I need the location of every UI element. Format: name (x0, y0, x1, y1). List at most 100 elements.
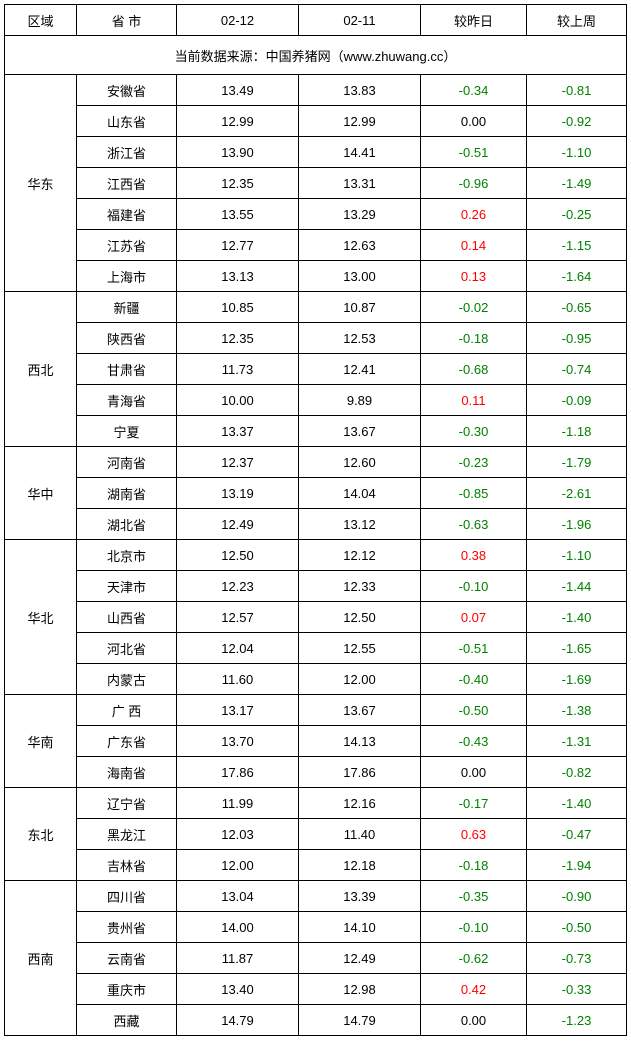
value-vs-lastweek: -1.40 (527, 602, 627, 633)
header-vs-yesterday: 较昨日 (421, 5, 527, 36)
value-vs-yesterday: 0.11 (421, 385, 527, 416)
value-date2: 12.33 (299, 571, 421, 602)
province-cell: 四川省 (77, 881, 177, 912)
value-vs-lastweek: -2.61 (527, 478, 627, 509)
province-cell: 安徽省 (77, 75, 177, 106)
source-text: 当前数据来源：中国养猪网（www.zhuwang.cc） (5, 36, 627, 75)
table-row: 山西省12.5712.500.07-1.40 (5, 602, 627, 633)
value-date2: 12.12 (299, 540, 421, 571)
province-cell: 新疆 (77, 292, 177, 323)
province-cell: 陕西省 (77, 323, 177, 354)
value-vs-yesterday: -0.51 (421, 137, 527, 168)
table-row: 海南省17.8617.860.00-0.82 (5, 757, 627, 788)
value-vs-yesterday: -0.62 (421, 943, 527, 974)
value-vs-lastweek: -1.15 (527, 230, 627, 261)
value-date2: 12.53 (299, 323, 421, 354)
table-row: 陕西省12.3512.53-0.18-0.95 (5, 323, 627, 354)
table-row: 宁夏13.3713.67-0.30-1.18 (5, 416, 627, 447)
table-row: 福建省13.5513.290.26-0.25 (5, 199, 627, 230)
table-row: 山东省12.9912.990.00-0.92 (5, 106, 627, 137)
value-vs-lastweek: -0.90 (527, 881, 627, 912)
province-cell: 江苏省 (77, 230, 177, 261)
province-cell: 云南省 (77, 943, 177, 974)
value-vs-lastweek: -1.79 (527, 447, 627, 478)
table-row: 河北省12.0412.55-0.51-1.65 (5, 633, 627, 664)
value-date2: 17.86 (299, 757, 421, 788)
province-cell: 贵州省 (77, 912, 177, 943)
value-date1: 13.49 (177, 75, 299, 106)
value-vs-yesterday: 0.42 (421, 974, 527, 1005)
province-cell: 黑龙江 (77, 819, 177, 850)
table-row: 西藏14.7914.790.00-1.23 (5, 1005, 627, 1036)
value-date1: 10.85 (177, 292, 299, 323)
value-vs-yesterday: 0.38 (421, 540, 527, 571)
table-row: 青海省10.009.890.11-0.09 (5, 385, 627, 416)
value-date2: 12.50 (299, 602, 421, 633)
value-vs-yesterday: 0.07 (421, 602, 527, 633)
value-date1: 13.17 (177, 695, 299, 726)
value-date1: 11.99 (177, 788, 299, 819)
value-date2: 14.10 (299, 912, 421, 943)
value-date2: 12.60 (299, 447, 421, 478)
region-cell: 华北 (5, 540, 77, 695)
value-date1: 11.73 (177, 354, 299, 385)
value-vs-yesterday: 0.00 (421, 106, 527, 137)
table-row: 吉林省12.0012.18-0.18-1.94 (5, 850, 627, 881)
value-date2: 13.39 (299, 881, 421, 912)
header-region: 区域 (5, 5, 77, 36)
value-date1: 10.00 (177, 385, 299, 416)
value-date1: 13.04 (177, 881, 299, 912)
value-vs-yesterday: -0.17 (421, 788, 527, 819)
value-date1: 13.37 (177, 416, 299, 447)
value-date2: 12.16 (299, 788, 421, 819)
province-cell: 西藏 (77, 1005, 177, 1036)
value-date1: 14.00 (177, 912, 299, 943)
province-cell: 福建省 (77, 199, 177, 230)
price-table: 区域 省 市 02-12 02-11 较昨日 较上周 当前数据来源：中国养猪网（… (4, 4, 627, 1036)
value-vs-yesterday: -0.10 (421, 912, 527, 943)
value-date1: 12.35 (177, 168, 299, 199)
table-row: 江西省12.3513.31-0.96-1.49 (5, 168, 627, 199)
value-vs-yesterday: 0.13 (421, 261, 527, 292)
value-vs-lastweek: -1.23 (527, 1005, 627, 1036)
value-date1: 13.55 (177, 199, 299, 230)
value-vs-lastweek: -0.81 (527, 75, 627, 106)
value-vs-yesterday: -0.02 (421, 292, 527, 323)
province-cell: 山西省 (77, 602, 177, 633)
value-date1: 12.99 (177, 106, 299, 137)
province-cell: 甘肃省 (77, 354, 177, 385)
table-row: 贵州省14.0014.10-0.10-0.50 (5, 912, 627, 943)
value-date2: 12.99 (299, 106, 421, 137)
table-row: 黑龙江12.0311.400.63-0.47 (5, 819, 627, 850)
value-vs-lastweek: -0.50 (527, 912, 627, 943)
source-row: 当前数据来源：中国养猪网（www.zhuwang.cc） (5, 36, 627, 75)
value-vs-yesterday: -0.23 (421, 447, 527, 478)
province-cell: 江西省 (77, 168, 177, 199)
table-row: 上海市13.1313.000.13-1.64 (5, 261, 627, 292)
value-vs-lastweek: -0.74 (527, 354, 627, 385)
value-date1: 12.50 (177, 540, 299, 571)
table-row: 华南广 西13.1713.67-0.50-1.38 (5, 695, 627, 726)
region-cell: 东北 (5, 788, 77, 881)
value-date2: 13.00 (299, 261, 421, 292)
value-date2: 12.63 (299, 230, 421, 261)
value-vs-lastweek: -1.10 (527, 137, 627, 168)
value-date2: 14.04 (299, 478, 421, 509)
value-date2: 14.13 (299, 726, 421, 757)
value-vs-yesterday: -0.68 (421, 354, 527, 385)
value-date2: 14.41 (299, 137, 421, 168)
header-province: 省 市 (77, 5, 177, 36)
table-row: 天津市12.2312.33-0.10-1.44 (5, 571, 627, 602)
value-vs-yesterday: 0.63 (421, 819, 527, 850)
province-cell: 浙江省 (77, 137, 177, 168)
value-date2: 13.83 (299, 75, 421, 106)
value-vs-yesterday: -0.34 (421, 75, 527, 106)
value-date2: 13.12 (299, 509, 421, 540)
table-row: 浙江省13.9014.41-0.51-1.10 (5, 137, 627, 168)
province-cell: 广 西 (77, 695, 177, 726)
header-date2: 02-11 (299, 5, 421, 36)
value-vs-yesterday: -0.18 (421, 850, 527, 881)
value-vs-lastweek: -0.09 (527, 385, 627, 416)
value-date2: 14.79 (299, 1005, 421, 1036)
province-cell: 内蒙古 (77, 664, 177, 695)
